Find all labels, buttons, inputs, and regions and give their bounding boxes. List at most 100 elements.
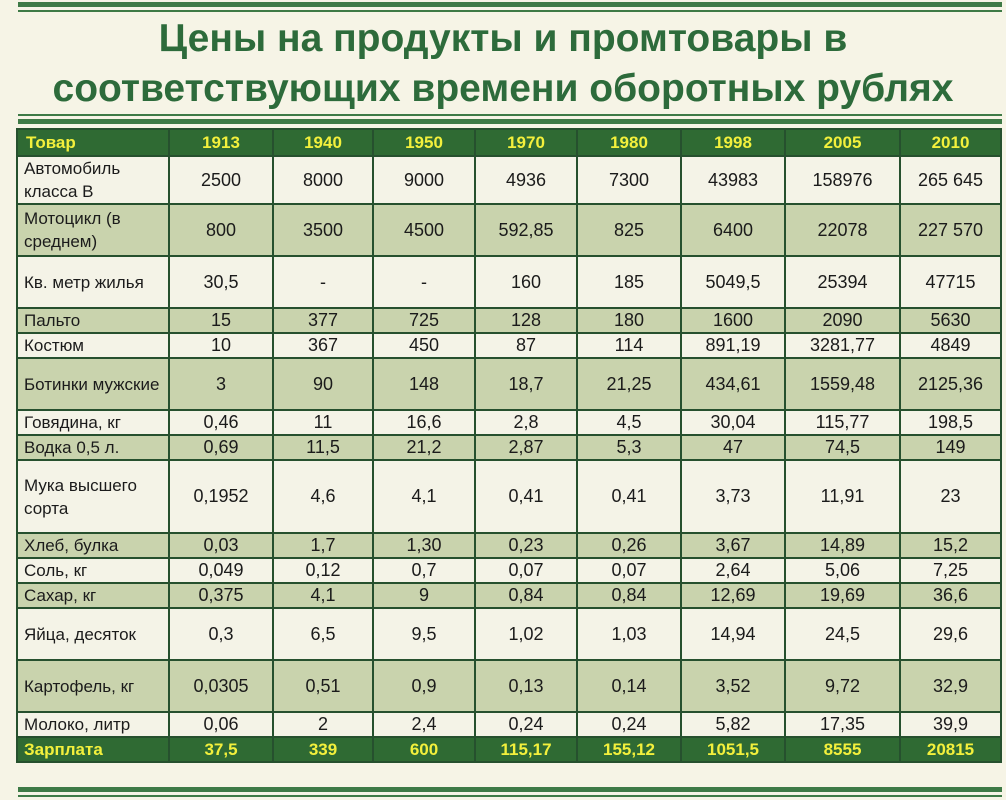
value-cell: 160 [474, 255, 578, 309]
table-row: Сахар, кг 0,375 4,1 9 0,84 0,84 12,69 19,69 36,6 [16, 582, 1002, 609]
value-cell: 23 [899, 459, 1002, 534]
value-cell: 128 [474, 307, 578, 334]
row-label: Молоко, литр [16, 711, 170, 738]
value-cell: 2,64 [680, 557, 786, 584]
table-row: Говядина, кг 0,46 11 16,6 2,8 4,5 30,04 115,77 1… [16, 409, 1002, 436]
value-cell: 0,14 [576, 659, 682, 713]
value-cell: 6,5 [272, 607, 374, 661]
value-cell: 17,35 [784, 711, 901, 738]
table-row: Костюм 10 367 450 87 114 891,19 3281,77 4849 [16, 332, 1002, 359]
value-cell: 0,84 [576, 582, 682, 609]
value-cell: 3281,77 [784, 332, 901, 359]
value-cell: 5,06 [784, 557, 901, 584]
value-cell: 1051,5 [680, 736, 786, 763]
row-label: Пальто [16, 307, 170, 334]
value-cell: - [372, 255, 476, 309]
value-cell: 0,84 [474, 582, 578, 609]
value-cell: 265 645 [899, 155, 1002, 205]
value-cell: 10 [168, 332, 274, 359]
value-cell: 227 570 [899, 203, 1002, 257]
value-cell: 148 [372, 357, 476, 411]
value-cell: 0,07 [576, 557, 682, 584]
value-cell: 14,89 [784, 532, 901, 559]
bottom-rule-thick [18, 787, 1002, 792]
header-cell-year: 1940 [272, 128, 374, 157]
value-cell: 11,91 [784, 459, 901, 534]
value-cell: 149 [899, 434, 1002, 461]
value-cell: - [272, 255, 374, 309]
row-label: Автомобиль класса В [16, 155, 170, 205]
row-label: Картофель, кг [16, 659, 170, 713]
value-cell: 43983 [680, 155, 786, 205]
value-cell: 0,41 [576, 459, 682, 534]
value-cell: 1,03 [576, 607, 682, 661]
row-label: Водка 0,5 л. [16, 434, 170, 461]
row-label: Яйца, десяток [16, 607, 170, 661]
value-cell: 0,049 [168, 557, 274, 584]
bottom-rule-thin [18, 795, 1002, 797]
value-cell: 21,25 [576, 357, 682, 411]
value-cell: 15 [168, 307, 274, 334]
value-cell: 2125,36 [899, 357, 1002, 411]
table-row: Соль, кг 0,049 0,12 0,7 0,07 0,07 2,64 5,06 7,25 [16, 557, 1002, 584]
value-cell: 1600 [680, 307, 786, 334]
value-cell: 0,12 [272, 557, 374, 584]
value-cell: 3 [168, 357, 274, 411]
value-cell: 367 [272, 332, 374, 359]
value-cell: 1559,48 [784, 357, 901, 411]
value-cell: 4,5 [576, 409, 682, 436]
value-cell: 20815 [899, 736, 1002, 763]
value-cell: 47 [680, 434, 786, 461]
value-cell: 825 [576, 203, 682, 257]
row-label: Хлеб, булка [16, 532, 170, 559]
value-cell: 19,69 [784, 582, 901, 609]
table-row: Мотоцикл (в среднем) 800 3500 4500 592,85 825… [16, 203, 1002, 257]
value-cell: 5,82 [680, 711, 786, 738]
table-row: Пальто 15 377 725 128 180 1600 2090 5630 [16, 307, 1002, 334]
price-table: Товар 1913 1940 1950 1970 1980 1998 2005… [16, 128, 1002, 763]
value-cell: 198,5 [899, 409, 1002, 436]
value-cell: 4936 [474, 155, 578, 205]
value-cell: 3,73 [680, 459, 786, 534]
value-cell: 0,03 [168, 532, 274, 559]
value-cell: 30,5 [168, 255, 274, 309]
row-label: Мотоцикл (в среднем) [16, 203, 170, 257]
page-title: Цены на продукты и промтовары в соответс… [0, 14, 1006, 114]
value-cell: 0,13 [474, 659, 578, 713]
value-cell: 1,30 [372, 532, 476, 559]
row-label: Мука высшего сорта [16, 459, 170, 534]
value-cell: 90 [272, 357, 374, 411]
value-cell: 115,77 [784, 409, 901, 436]
value-cell: 4849 [899, 332, 1002, 359]
value-cell: 0,06 [168, 711, 274, 738]
value-cell: 11,5 [272, 434, 374, 461]
value-cell: 5,3 [576, 434, 682, 461]
value-cell: 0,3 [168, 607, 274, 661]
value-cell: 1,02 [474, 607, 578, 661]
title-rule-thin [18, 114, 1002, 116]
header-cell-year: 1913 [168, 128, 274, 157]
value-cell: 30,04 [680, 409, 786, 436]
value-cell: 0,9 [372, 659, 476, 713]
value-cell: 4500 [372, 203, 476, 257]
header-cell-product: Товар [16, 128, 170, 157]
value-cell: 4,1 [372, 459, 476, 534]
value-cell: 800 [168, 203, 274, 257]
value-cell: 0,0305 [168, 659, 274, 713]
value-cell: 0,375 [168, 582, 274, 609]
value-cell: 185 [576, 255, 682, 309]
value-cell: 22078 [784, 203, 901, 257]
value-cell: 1,7 [272, 532, 374, 559]
value-cell: 155,12 [576, 736, 682, 763]
header-cell-year: 1980 [576, 128, 682, 157]
title-rule-thick [18, 119, 1002, 124]
value-cell: 18,7 [474, 357, 578, 411]
value-cell: 15,2 [899, 532, 1002, 559]
value-cell: 0,07 [474, 557, 578, 584]
table-row: Хлеб, булка 0,03 1,7 1,30 0,23 0,26 3,67 14,89 1… [16, 532, 1002, 559]
value-cell: 0,7 [372, 557, 476, 584]
value-cell: 114 [576, 332, 682, 359]
value-cell: 115,17 [474, 736, 578, 763]
value-cell: 0,69 [168, 434, 274, 461]
value-cell: 29,6 [899, 607, 1002, 661]
